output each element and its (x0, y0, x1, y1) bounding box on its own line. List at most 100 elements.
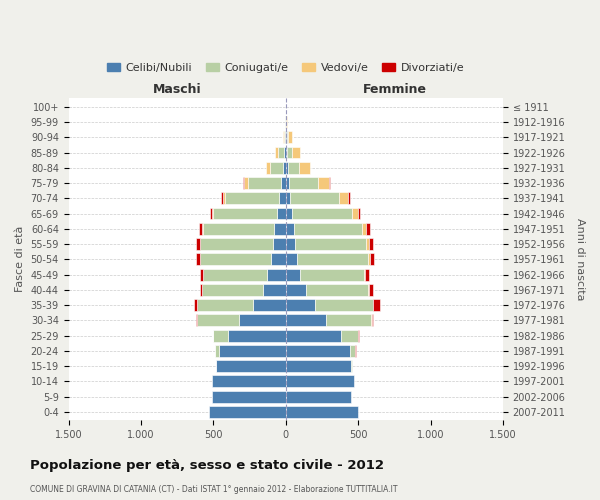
Y-axis label: Fasce di età: Fasce di età (15, 226, 25, 292)
Bar (286, 330, 341, 342)
Bar (214, 330, 228, 342)
Bar (212, 330, 213, 342)
Bar (286, 208, 292, 220)
Bar (292, 146, 300, 158)
Bar (373, 299, 380, 311)
Bar (299, 162, 310, 173)
Bar (358, 208, 361, 220)
Bar (217, 360, 286, 372)
Bar (244, 177, 248, 189)
Bar (277, 208, 286, 220)
Bar (281, 177, 286, 189)
Bar (366, 223, 370, 234)
Bar (368, 254, 370, 266)
Text: COMUNE DI GRAVINA DI CATANIA (CT) - Dati ISTAT 1° gennaio 2012 - Elaborazione TU: COMUNE DI GRAVINA DI CATANIA (CT) - Dati… (30, 485, 398, 494)
Bar (209, 406, 286, 418)
Bar (290, 192, 340, 204)
Bar (212, 208, 214, 220)
Bar (212, 390, 286, 402)
Bar (358, 330, 359, 342)
Bar (228, 330, 286, 342)
Bar (221, 192, 223, 204)
Bar (202, 223, 203, 234)
Bar (200, 284, 202, 296)
Bar (370, 254, 374, 266)
Bar (286, 116, 287, 128)
Bar (286, 268, 300, 280)
Bar (366, 238, 369, 250)
Bar (286, 406, 358, 418)
Bar (270, 162, 283, 173)
Bar (288, 132, 292, 143)
Bar (266, 162, 270, 173)
Bar (317, 177, 329, 189)
Bar (239, 314, 286, 326)
Bar (286, 299, 315, 311)
Bar (288, 162, 299, 173)
Text: Maschi: Maschi (153, 83, 202, 96)
Bar (278, 146, 284, 158)
Bar (365, 268, 369, 280)
Bar (210, 208, 212, 220)
Bar (196, 314, 197, 326)
Bar (286, 390, 351, 402)
Y-axis label: Anni di nascita: Anni di nascita (575, 218, 585, 300)
Bar (197, 314, 239, 326)
Bar (341, 330, 358, 342)
Bar (284, 132, 285, 143)
Bar (199, 223, 202, 234)
Bar (286, 254, 298, 266)
Bar (202, 284, 263, 296)
Bar (273, 238, 286, 250)
Bar (275, 146, 278, 158)
Bar (289, 177, 317, 189)
Bar (196, 238, 200, 250)
Legend: Celibi/Nubili, Coniugati/e, Vedovi/e, Divorziati/e: Celibi/Nubili, Coniugati/e, Vedovi/e, Di… (103, 59, 469, 78)
Bar (350, 345, 355, 357)
Bar (286, 314, 326, 326)
Bar (294, 223, 362, 234)
Bar (306, 284, 368, 296)
Bar (286, 146, 287, 158)
Bar (292, 208, 352, 220)
Bar (340, 192, 348, 204)
Bar (286, 360, 351, 372)
Bar (248, 177, 281, 189)
Bar (278, 192, 286, 204)
Bar (212, 376, 286, 388)
Bar (203, 223, 274, 234)
Bar (286, 376, 354, 388)
Bar (283, 132, 284, 143)
Bar (352, 208, 358, 220)
Bar (271, 254, 286, 266)
Bar (214, 208, 277, 220)
Text: Popolazione per età, sesso e stato civile - 2012: Popolazione per età, sesso e stato civil… (30, 460, 384, 472)
Bar (200, 268, 203, 280)
Bar (243, 177, 244, 189)
Bar (348, 192, 350, 204)
Bar (287, 146, 292, 158)
Bar (225, 192, 278, 204)
Bar (329, 177, 330, 189)
Bar (194, 299, 197, 311)
Text: Femmine: Femmine (362, 83, 427, 96)
Bar (286, 238, 295, 250)
Bar (295, 238, 366, 250)
Bar (286, 132, 287, 143)
Bar (267, 268, 286, 280)
Bar (203, 268, 267, 280)
Bar (223, 192, 225, 204)
Bar (326, 314, 371, 326)
Bar (351, 360, 352, 372)
Bar (286, 177, 289, 189)
Bar (315, 299, 373, 311)
Bar (298, 254, 368, 266)
Bar (287, 132, 288, 143)
Bar (362, 223, 366, 234)
Bar (286, 284, 306, 296)
Bar (300, 268, 364, 280)
Bar (369, 284, 373, 296)
Bar (285, 132, 286, 143)
Bar (197, 299, 253, 311)
Bar (215, 360, 217, 372)
